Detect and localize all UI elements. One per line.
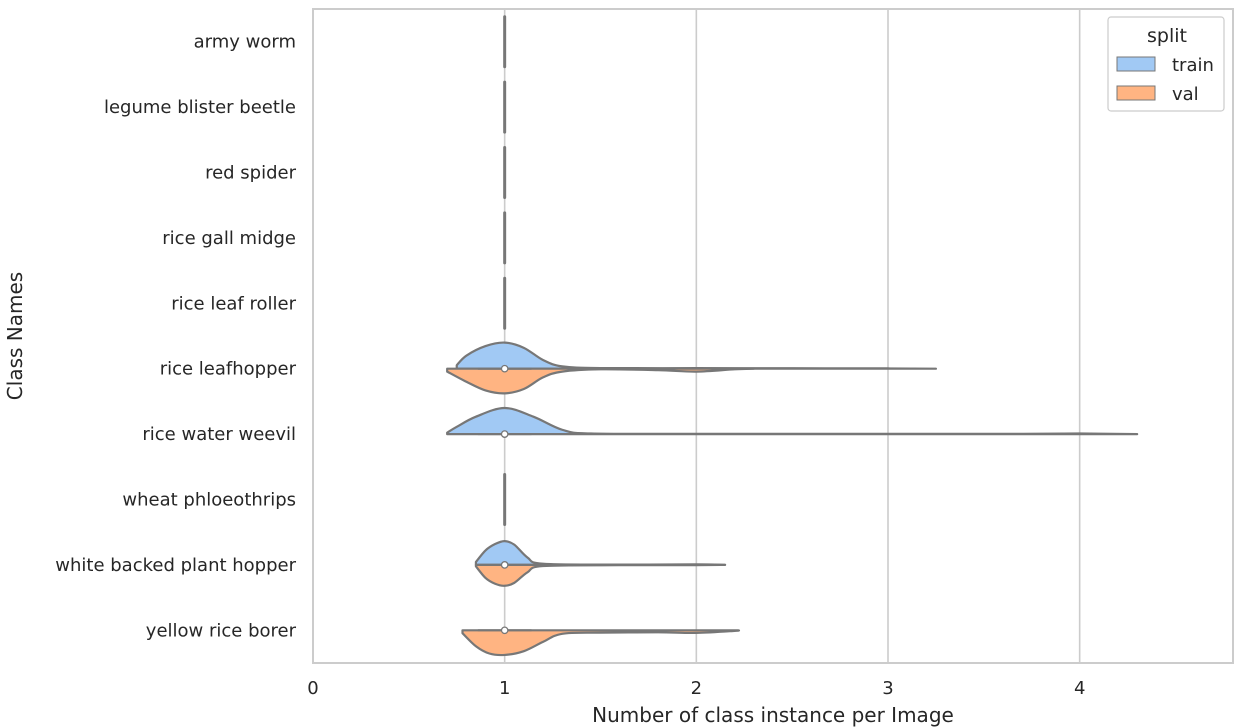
x-tick-labels: 0 1 2 3 4 [307, 678, 1085, 699]
median-dot-6 [500, 430, 509, 438]
legend-label-train: train [1172, 55, 1214, 76]
x-tick-label: 4 [1074, 678, 1085, 699]
violin-train-8 [474, 540, 727, 566]
y-tick-label: wheat phloeothrips [122, 490, 296, 511]
median-dot-5 [500, 364, 509, 373]
legend-swatch-val [1116, 85, 1156, 101]
x-tick-label: 3 [882, 678, 893, 699]
legend-swatch-train [1116, 56, 1156, 72]
y-tick-label: rice leaf roller [171, 293, 296, 314]
y-tick-label: rice gall midge [162, 228, 296, 249]
x-tick-label: 0 [307, 678, 318, 699]
violin-layer [446, 15, 1139, 657]
median-dot-9 [500, 626, 509, 635]
legend-label-val: val [1172, 84, 1199, 105]
violin-val-5 [446, 367, 755, 395]
legend: split train val [1107, 16, 1225, 112]
x-axis-label: Number of class instance per Image [592, 703, 954, 727]
violin-val-9 [461, 629, 741, 657]
plot-frame [312, 8, 1234, 664]
y-axis-label: Class Names [3, 272, 27, 400]
y-tick-label: white backed plant hopper [55, 555, 296, 576]
violin-train-6 [446, 406, 1139, 436]
y-tick-label: army worm [194, 32, 296, 53]
y-tick-label: rice leafhopper [160, 359, 297, 380]
y-tick-label: yellow rice borer [146, 620, 297, 641]
y-tick-label: red spider [205, 163, 297, 184]
median-dot-8 [500, 561, 509, 569]
violin-val-8 [474, 563, 727, 587]
legend-title: split [1147, 25, 1187, 47]
y-tick-label: rice water weevil [142, 424, 296, 445]
y-tick-labels: army worm legume blister beetle red spider… [55, 32, 296, 642]
y-tick-label: legume blister beetle [104, 97, 296, 118]
x-tick-label: 2 [691, 678, 702, 699]
x-tick-label: 1 [499, 678, 510, 699]
